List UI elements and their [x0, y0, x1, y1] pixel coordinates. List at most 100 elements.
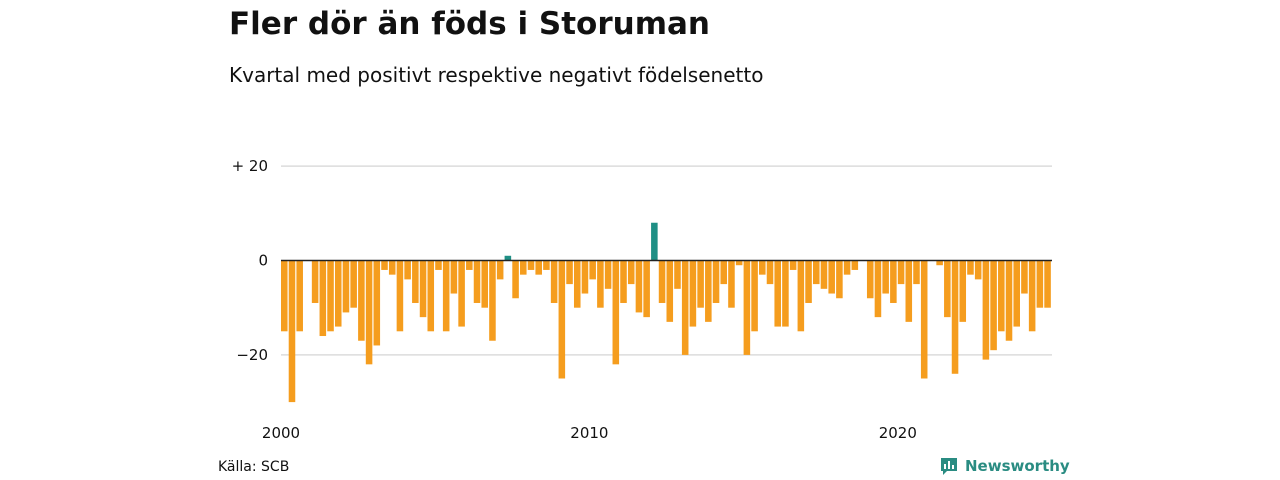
bar [1021, 260, 1028, 294]
bar [681, 260, 689, 355]
bar [705, 260, 712, 322]
bar [1013, 260, 1020, 327]
bar [998, 260, 1005, 332]
bar [458, 260, 465, 327]
bar [990, 260, 997, 351]
bar [674, 260, 681, 289]
bar [959, 260, 967, 322]
bar [281, 260, 288, 332]
bar [358, 260, 365, 341]
bar [612, 260, 620, 365]
bar [759, 260, 766, 275]
chart-subtitle: Kvartal med positivt respektive negativt… [229, 63, 764, 87]
bar [743, 260, 751, 355]
bar [442, 260, 450, 332]
bar [512, 260, 519, 299]
bar [620, 260, 627, 303]
bar [327, 260, 334, 332]
bar [882, 260, 889, 294]
bar [782, 260, 789, 327]
bar [589, 260, 596, 280]
bar [905, 260, 913, 322]
bar [419, 260, 427, 318]
bar [766, 260, 774, 285]
chart-title: Fler dör än föds i Storuman [229, 6, 710, 42]
bar [820, 260, 828, 289]
bar-chart: + 20 0 −20 2000 2010 2020 [232, 157, 1052, 442]
bar [982, 260, 990, 360]
bar [334, 260, 342, 327]
bar [936, 260, 943, 266]
bar [597, 260, 604, 308]
bar [697, 260, 704, 308]
bar [866, 260, 874, 299]
bar [1044, 260, 1051, 308]
bar [658, 260, 666, 303]
bar [496, 260, 504, 280]
bar [712, 260, 720, 303]
bar [573, 260, 581, 308]
bar [890, 260, 897, 303]
bar [473, 260, 481, 303]
bar [381, 260, 388, 270]
bar [296, 260, 303, 332]
bar [543, 260, 550, 270]
brand-logo[interactable]: Newsworthy [939, 456, 1070, 476]
bar [828, 260, 835, 294]
x-tick-label: 2000 [262, 424, 300, 442]
bar [627, 260, 635, 285]
bar [805, 260, 812, 303]
bar [689, 260, 697, 327]
bar [404, 260, 411, 280]
bar [412, 260, 419, 303]
bar [520, 260, 527, 275]
bar [1036, 260, 1044, 308]
bar [450, 260, 458, 294]
bar [288, 260, 296, 403]
bar [735, 260, 743, 266]
source-note: Källa: SCB [218, 459, 290, 475]
bar [1028, 260, 1036, 332]
bar [944, 260, 951, 318]
x-tick-label: 2020 [879, 424, 917, 442]
bar [643, 260, 650, 318]
bar [558, 260, 566, 379]
bar [481, 260, 489, 308]
bar [365, 260, 373, 365]
bar [774, 260, 781, 327]
bar [581, 260, 589, 294]
bar [843, 260, 851, 275]
bar [789, 260, 797, 270]
bar [666, 260, 674, 322]
bar [396, 260, 404, 332]
bar [311, 260, 319, 303]
bar [812, 260, 820, 285]
y-tick-label: −20 [236, 346, 268, 364]
y-tick-label: + 20 [232, 157, 268, 175]
bar [951, 260, 959, 374]
bar [550, 260, 558, 303]
bar [1005, 260, 1013, 341]
bar [350, 260, 357, 308]
bar [974, 260, 982, 280]
bar [797, 260, 805, 332]
bar [604, 260, 612, 289]
y-tick-label: 0 [258, 252, 268, 270]
bar [427, 260, 435, 332]
bar [527, 260, 535, 270]
bar [751, 260, 758, 332]
bar [720, 260, 728, 285]
bar [728, 260, 735, 308]
bar [874, 260, 882, 318]
bar [851, 260, 859, 270]
bar [913, 260, 920, 285]
bar [504, 255, 512, 261]
bar [466, 260, 473, 270]
bar-chart-icon [941, 458, 957, 475]
bar [566, 260, 573, 285]
bar [635, 260, 643, 313]
bar [388, 260, 396, 275]
bar [373, 260, 381, 346]
bar [489, 260, 496, 341]
bar [897, 260, 905, 285]
